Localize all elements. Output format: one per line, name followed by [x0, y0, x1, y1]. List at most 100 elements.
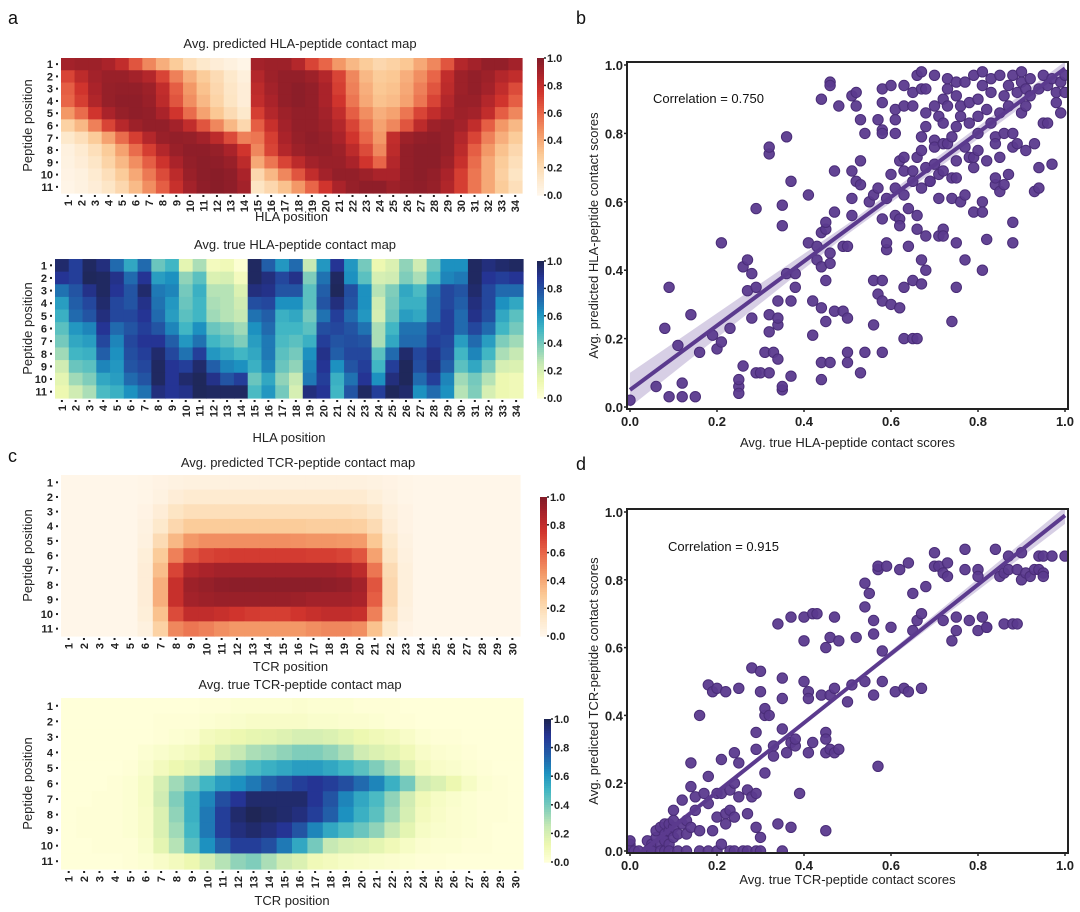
x-tick-label: 0.6: [882, 414, 900, 429]
heatmap-cell: [137, 309, 152, 323]
scatter-point: [885, 79, 897, 92]
scatter-points: [627, 66, 1068, 406]
heatmap-cell: [508, 119, 523, 133]
heatmap-cell: [178, 347, 194, 361]
colorbar-segment: [544, 721, 551, 725]
heatmap-cell: [137, 489, 154, 505]
heatmap-cell: [345, 131, 360, 145]
heatmap-cell: [250, 82, 265, 96]
scatter-point: [963, 117, 975, 129]
colorbar-tick-label: 0.0: [550, 631, 565, 643]
colorbar-segment: [537, 174, 544, 178]
colorbar-segment: [544, 728, 551, 732]
heatmap-cell: [106, 592, 123, 608]
heatmap-cell: [369, 853, 385, 870]
scatter-point: [1041, 117, 1054, 129]
scatter-point: [733, 757, 745, 769]
x-tick-label: 4: [104, 199, 116, 206]
heatmap-cell: [247, 347, 263, 361]
heatmap-cell: [367, 518, 383, 535]
heatmap-cell: [458, 533, 475, 549]
heatmap-cell: [122, 698, 139, 715]
heatmap-a_true: Avg. true HLA-peptide contact map1234567…: [20, 237, 563, 445]
heatmap-cell: [428, 533, 445, 549]
heatmap-cell: [106, 621, 123, 637]
colorbar-segment: [537, 292, 544, 296]
scatter-point: [959, 76, 971, 88]
heatmap-cell: [474, 606, 490, 622]
heatmap-cell: [318, 70, 333, 84]
colorbar-segment: [537, 276, 544, 280]
heatmap-cell: [399, 94, 415, 108]
heatmap-cell: [495, 385, 510, 399]
heatmap-cell: [440, 347, 455, 361]
x-tick-label: 1: [64, 643, 76, 649]
heatmap-cell: [244, 489, 261, 505]
heatmap-cell: [481, 334, 497, 349]
heatmap-cell: [275, 489, 292, 505]
heatmap-cell: [142, 143, 157, 157]
heatmap-cell: [382, 518, 399, 535]
heatmap-cell: [184, 729, 201, 746]
heatmap-cell: [461, 806, 478, 823]
scatter-point: [728, 811, 741, 823]
heatmap-cell: [165, 284, 180, 298]
colorbar-segment: [537, 274, 544, 278]
scatter-point: [763, 709, 775, 722]
heatmap-cell: [384, 729, 401, 746]
scatter-point: [833, 100, 845, 112]
colorbar-tick-label: 0.4: [554, 800, 570, 812]
colorbar-tick-label: 0.4: [550, 575, 566, 587]
scatter-point: [824, 257, 836, 270]
heatmap-cell: [223, 180, 238, 194]
heatmap-cell: [277, 156, 293, 170]
heatmap-cell: [292, 822, 308, 839]
heatmap-cell: [122, 621, 139, 637]
heatmap-cell: [307, 744, 324, 761]
x-tick-label: 11: [217, 643, 229, 655]
heatmap-cell: [415, 853, 432, 870]
colorbar-segment: [544, 752, 551, 756]
heatmap-cell: [412, 322, 428, 336]
heatmap-cell: [330, 259, 345, 273]
colorbar-segment: [537, 370, 544, 374]
heatmap-cell: [413, 70, 428, 84]
x-tick-label: 0.8: [969, 858, 987, 873]
heatmap-cell: [199, 853, 216, 870]
heatmap-cell: [428, 621, 445, 637]
heatmap-cell: [474, 577, 490, 593]
heatmap-cell: [291, 94, 306, 108]
colorbar-segment: [544, 850, 551, 854]
heatmap-cell: [413, 168, 428, 182]
heatmap-cell: [106, 475, 123, 491]
heatmap-cell: [261, 296, 276, 311]
heatmap-cell: [427, 82, 442, 96]
heatmap-cell: [184, 760, 201, 777]
heatmap-cell: [474, 592, 490, 608]
heatmap-cell: [137, 562, 154, 579]
heatmap-cell: [55, 360, 70, 374]
x-tick-label: 27: [462, 643, 474, 655]
heatmap-cell: [357, 322, 373, 336]
colorbar-segment: [540, 559, 547, 563]
heatmap-cell: [495, 309, 510, 323]
heatmap-cell: [316, 322, 331, 336]
scatter-point: [867, 689, 880, 701]
scatter-point: [820, 315, 832, 328]
colorbar-segment: [537, 142, 544, 146]
heatmap-cell: [122, 577, 139, 593]
heatmap-cell: [277, 82, 293, 96]
heatmap-cell: [264, 156, 279, 170]
heatmap-cell: [357, 309, 373, 323]
colorbar-segment: [540, 529, 547, 533]
heatmap-cell: [412, 621, 429, 637]
heatmap-cell: [412, 504, 429, 520]
heatmap-cell: [338, 822, 355, 839]
heatmap-cell: [476, 806, 493, 823]
heatmap-cell: [427, 168, 442, 182]
heatmap-cell: [427, 119, 442, 133]
heatmap-cell: [152, 592, 169, 608]
heatmap-cell: [292, 760, 308, 777]
heatmap-cell: [508, 131, 523, 145]
scatter-point: [693, 346, 706, 358]
